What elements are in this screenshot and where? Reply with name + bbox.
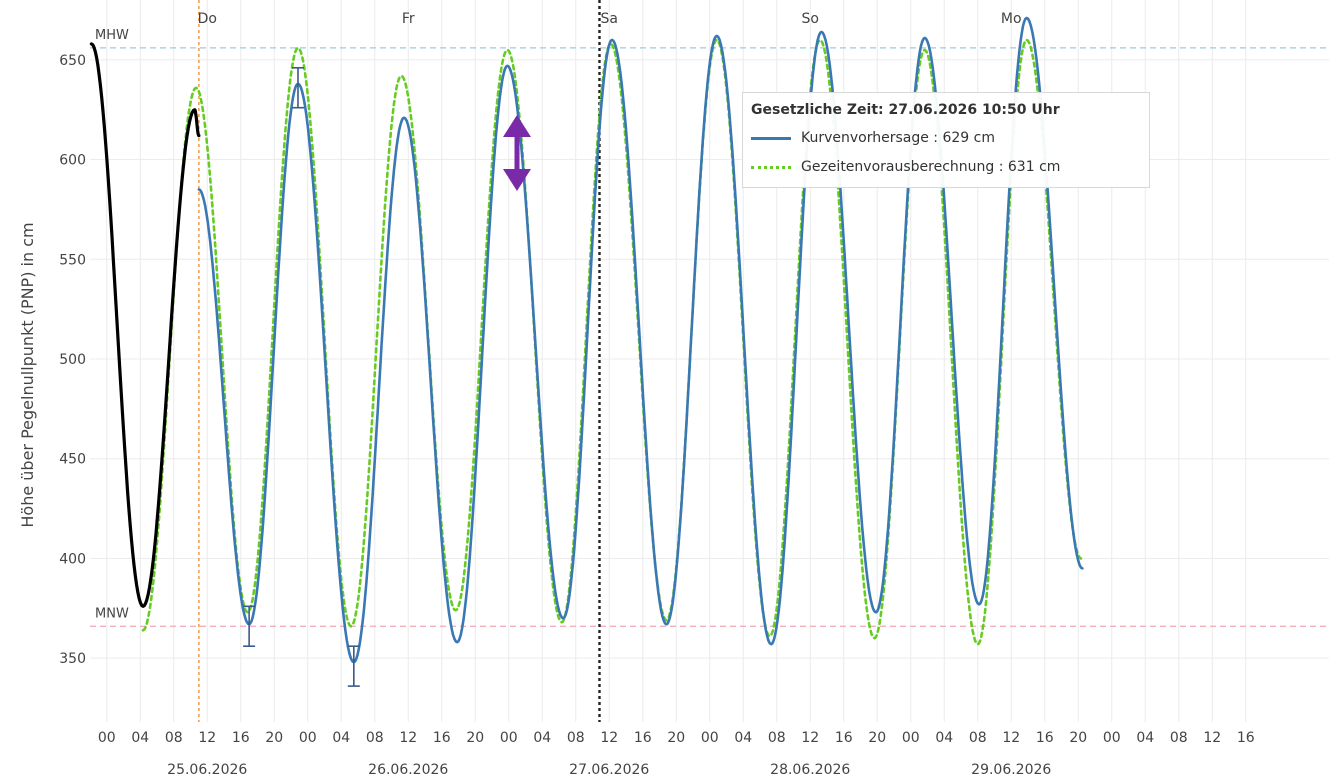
x-tick-label: 08 (165, 730, 183, 746)
x-tick-label: 00 (701, 730, 719, 746)
hover-tooltip: Gesetzliche Zeit: 27.06.2026 10:50 Uhr K… (742, 92, 1150, 188)
double-arrow-icon (503, 115, 531, 191)
x-tick-label: 08 (366, 730, 384, 746)
x-tick-label: 20 (1069, 730, 1087, 746)
series-kurvenvorhersage (197, 16, 1084, 664)
error-bar (347, 645, 360, 687)
hover-title: Gesetzliche Zeit: 27.06.2026 10:50 Uhr (751, 102, 1060, 118)
y-tick-label: 500 (59, 352, 86, 368)
error-bars (243, 67, 360, 687)
x-tick-label: 16 (433, 730, 451, 746)
hover-row-forecast: Kurvenvorhersage : 629 cm (751, 130, 995, 146)
reference-lines: MHW MNW (90, 28, 1329, 627)
x-tick-label: 12 (399, 730, 417, 746)
x-tick-label: 20 (667, 730, 685, 746)
hover-forecast-text: Kurvenvorhersage : 629 cm (801, 130, 995, 146)
x-tick-label: 12 (1002, 730, 1020, 746)
hover-row-tide: Gezeitenvorausberechnung : 631 cm (751, 159, 1060, 175)
error-bar (243, 605, 256, 648)
x-tick-label: 08 (969, 730, 987, 746)
x-tick-label: 04 (734, 730, 752, 746)
x-day-label: Do (198, 11, 217, 27)
x-tick-label: 12 (600, 730, 618, 746)
x-date-label: 26.06.2026 (368, 762, 448, 778)
reference-label-mnw: MNW (95, 606, 129, 621)
tide-swatch (751, 165, 791, 169)
x-tick-label: 12 (198, 730, 216, 746)
x-date-label: 28.06.2026 (770, 762, 850, 778)
x-tick-label: 08 (1170, 730, 1188, 746)
x-tick-label: 04 (1136, 730, 1154, 746)
reference-label-mhw: MHW (95, 28, 129, 43)
series-gezeitenvorausberechnung (141, 38, 1083, 646)
error-bar (291, 67, 304, 109)
y-tick-label: 550 (59, 252, 86, 268)
series-messwerte (89, 42, 201, 608)
x-day-label: So (802, 11, 819, 27)
x-tick-label: 04 (533, 730, 551, 746)
x-axis: 00 04 08 12 16 20 00 04 08 12 16 20 00 04 08 12 16 20 00 04… (98, 11, 1255, 778)
x-tick-label: 16 (634, 730, 652, 746)
x-day-label: Sa (601, 11, 618, 27)
x-tick-label: 00 (1103, 730, 1121, 746)
y-tick-label: 400 (59, 551, 86, 567)
x-date-label: 29.06.2026 (971, 762, 1051, 778)
x-tick-label: 16 (1237, 730, 1255, 746)
forecast-swatch (751, 136, 791, 140)
x-tick-label: 20 (265, 730, 283, 746)
y-tick-label: 450 (59, 452, 86, 468)
y-axis-label: Höhe über Pegelnullpunkt (PNP) in cm (18, 222, 37, 527)
x-tick-label: 00 (500, 730, 518, 746)
hover-tide-text: Gezeitenvorausberechnung : 631 cm (801, 159, 1061, 175)
y-axis: 350 400 450 500 550 600 650 (59, 53, 86, 667)
time-markers (198, 0, 601, 722)
y-tick-label: 650 (59, 53, 86, 69)
x-date-label: 25.06.2026 (167, 762, 247, 778)
x-tick-label: 00 (902, 730, 920, 746)
x-day-label: Fr (402, 11, 415, 27)
x-day-label: Mo (1001, 11, 1022, 27)
y-tick-label: 350 (59, 651, 86, 667)
x-tick-label: 00 (98, 730, 116, 746)
series-lines (89, 16, 1084, 664)
x-tick-label: 04 (935, 730, 953, 746)
x-tick-label: 16 (232, 730, 250, 746)
x-tick-label: 08 (567, 730, 585, 746)
x-tick-label: 20 (466, 730, 484, 746)
x-tick-label: 12 (1203, 730, 1221, 746)
x-tick-label: 12 (801, 730, 819, 746)
x-tick-label: 00 (299, 730, 317, 746)
x-tick-label: 20 (868, 730, 886, 746)
x-tick-label: 08 (768, 730, 786, 746)
x-tick-label: 16 (1036, 730, 1054, 746)
y-tick-label: 600 (59, 153, 86, 169)
x-tick-label: 16 (835, 730, 853, 746)
x-tick-label: 04 (332, 730, 350, 746)
x-date-label: 27.06.2026 (569, 762, 649, 778)
x-tick-label: 04 (131, 730, 149, 746)
